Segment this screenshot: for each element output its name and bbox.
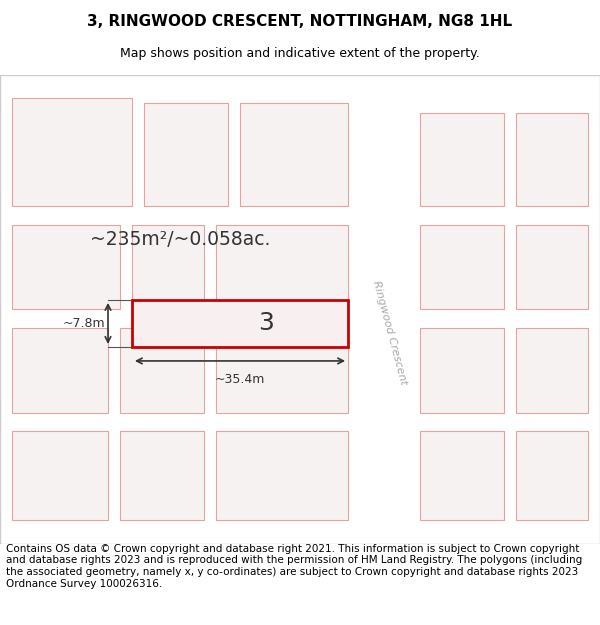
Text: Ringwood Crescent: Ringwood Crescent	[371, 279, 409, 386]
Polygon shape	[12, 328, 108, 412]
Bar	[420, 112, 504, 206]
Bar	[420, 225, 504, 309]
Bar	[132, 300, 348, 347]
Bar	[216, 225, 348, 309]
Bar	[144, 103, 228, 206]
Bar	[516, 431, 588, 520]
Text: Contains OS data © Crown copyright and database right 2021. This information is : Contains OS data © Crown copyright and d…	[6, 544, 582, 589]
Text: 3, RINGWOOD CRESCENT, NOTTINGHAM, NG8 1HL: 3, RINGWOOD CRESCENT, NOTTINGHAM, NG8 1H…	[88, 14, 512, 29]
Bar	[360, 75, 402, 544]
Bar	[420, 431, 504, 520]
Bar	[516, 328, 588, 412]
Text: ~7.8m: ~7.8m	[62, 317, 105, 330]
Bar	[216, 431, 348, 520]
Bar	[516, 112, 588, 206]
Bar	[120, 328, 204, 412]
Bar	[516, 225, 588, 309]
Bar	[240, 103, 348, 206]
Polygon shape	[12, 98, 132, 206]
Text: 3: 3	[258, 311, 274, 336]
Polygon shape	[12, 431, 108, 520]
Bar	[120, 431, 204, 520]
Bar	[420, 328, 504, 412]
Text: ~235m²/~0.058ac.: ~235m²/~0.058ac.	[90, 229, 270, 249]
Polygon shape	[12, 225, 120, 309]
Bar	[132, 225, 204, 309]
Bar	[216, 328, 348, 412]
Text: Map shows position and indicative extent of the property.: Map shows position and indicative extent…	[120, 48, 480, 61]
Text: ~35.4m: ~35.4m	[215, 372, 265, 386]
